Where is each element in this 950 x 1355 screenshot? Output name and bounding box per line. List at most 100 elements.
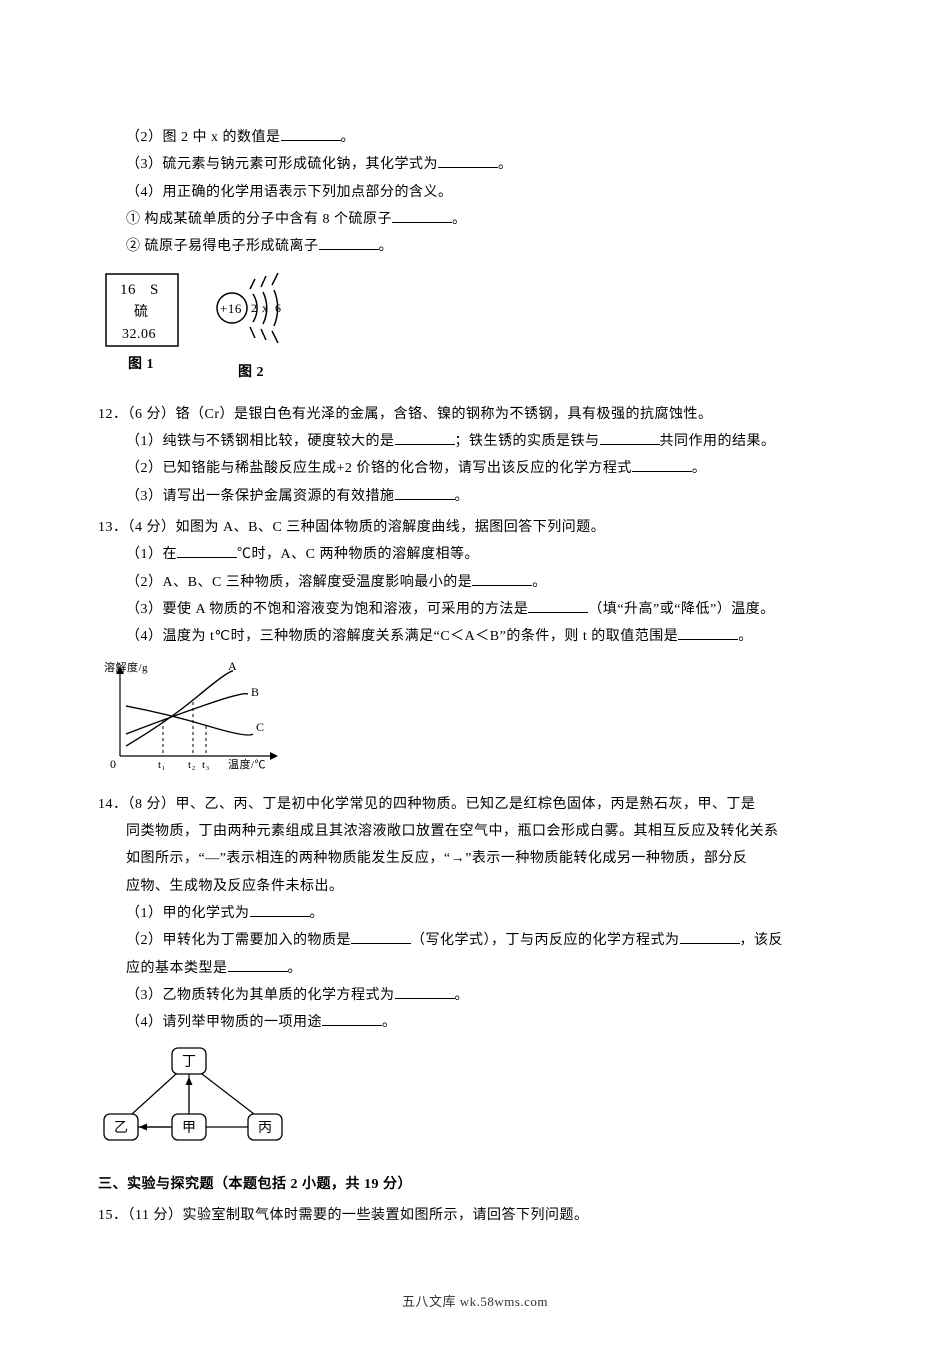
period: 。 xyxy=(452,212,467,227)
q14-sub2d-line: 应的基本类型是。 xyxy=(98,955,852,982)
q14-sub2-blank2[interactable] xyxy=(680,929,740,944)
page-footer: 五八文库 wk.58wms.com xyxy=(98,1289,852,1314)
fig1-mass: 32.06 xyxy=(122,327,156,342)
fig1-name: 硫 xyxy=(134,304,149,320)
section-3-title: 三、实验与探究题（本题包括 2 小题，共 19 分） xyxy=(98,1171,852,1198)
node-bing: 丙 xyxy=(258,1121,273,1136)
q13-t2: t₂ xyxy=(188,759,196,771)
q14-sub4-a: （4）请列举甲物质的一项用途 xyxy=(126,1015,322,1030)
q14-sub2-c: ，该反 xyxy=(740,933,784,948)
fig1-label: 图 1 xyxy=(128,356,154,372)
q14-sub2-blank1[interactable] xyxy=(351,929,411,944)
q11-sub2: （2）图 2 中 x 的数值是 。 xyxy=(98,124,852,151)
q13-figure: 溶解度/g A B C 0 t₁ t₂ t₃ 温度/℃ xyxy=(98,656,852,786)
q13-sub3-b: （填“升高”或“降低”）温度。 xyxy=(588,602,774,617)
period: 。 xyxy=(455,489,470,504)
q12-sub2: （2）已知铬能与稀盐酸反应生成+2 价铬的化合物，请写出该反应的化学方程式。 xyxy=(98,455,852,482)
q13-sub4: （4）温度为 t℃时，三种物质的溶解度关系满足“C＜A＜B”的条件，则 t 的取… xyxy=(98,623,852,650)
q14-sub4-blank[interactable] xyxy=(322,1011,382,1026)
question-11-continued: （2）图 2 中 x 的数值是。 （3）硫元素与钠元素可形成硫化钠，其化学式为。… xyxy=(98,124,852,397)
node-ding: 丁 xyxy=(182,1055,197,1070)
q14-figure: 丁 乙 甲 丙 xyxy=(98,1042,852,1162)
period: 。 xyxy=(379,239,394,254)
q13-labelB: B xyxy=(251,685,260,699)
q12-sub3-blank[interactable] xyxy=(395,484,455,499)
fig2-center: +16 xyxy=(220,301,242,316)
q13-sub1-blank[interactable] xyxy=(177,543,237,558)
q14-sub2: （2）甲转化为丁需要加入的物质是 （写化学式），丁与丙反应的化学方程式为 ，该反 xyxy=(98,927,852,954)
q13-origin: 0 xyxy=(110,757,117,771)
fig1-atomic-number: 16 xyxy=(120,282,136,298)
question-15: 15．（11 分）实验室制取气体时需要的一些装置如图所示，请回答下列问题。 xyxy=(98,1202,852,1229)
q13-sub3-a: （3）要使 A 物质的不饱和溶液变为饱和溶液，可采用的方法是 xyxy=(126,602,528,617)
fig2-shell2: x xyxy=(262,301,269,315)
q13-sub2-a: （2）A、B、C 三种物质，溶解度受温度影响最小的是 xyxy=(126,575,472,590)
q13-sub3-blank[interactable] xyxy=(528,597,588,612)
q11-sub4-2-blank[interactable] xyxy=(319,235,379,250)
q13-sub2-blank[interactable] xyxy=(472,570,532,585)
period: 。 xyxy=(341,130,356,145)
q13-sub1: （1）在 ℃时，A、C 两种物质的溶解度相等。 xyxy=(98,541,852,568)
q12-sub1: （1）纯铁与不锈钢相比较，硬度较大的是；铁生锈的实质是铁与共同作用的结果。 xyxy=(98,428,852,455)
q12-stem: 12．（6 分）铬（Cr）是银白色有光泽的金属，含铬、镍的钢称为不锈钢，具有极强… xyxy=(98,401,852,428)
fig2-shell3: 6 xyxy=(275,301,282,315)
q13-xlabel: 温度/℃ xyxy=(228,757,266,771)
q11-sub3: （3）硫元素与钠元素可形成硫化钠，其化学式为 。 xyxy=(98,151,852,178)
q11-sub2-blank[interactable] xyxy=(281,126,341,141)
q11-sub2-text: （2）图 2 中 x 的数值是 xyxy=(126,130,281,145)
q14-sub1: （1）甲的化学式为 。 xyxy=(98,900,852,927)
period: 。 xyxy=(738,629,753,644)
q11-sub4-1-text: ① 构成某硫单质的分子中含有 8 个硫原子 xyxy=(126,212,392,227)
question-12: 12．（6 分）铬（Cr）是银白色有光泽的金属，含铬、镍的钢称为不锈钢，具有极强… xyxy=(98,401,852,510)
q12-sub3-a: （3）请写出一条保护金属资源的有效措施 xyxy=(126,489,395,504)
period: 。 xyxy=(310,906,325,921)
q14-stem1: 14．（8 分）甲、乙、丙、丁是初中化学常见的四种物质。已知乙是红棕色固体，丙是… xyxy=(98,791,852,818)
node-yi: 乙 xyxy=(114,1120,129,1136)
fig2-shell1: 2 xyxy=(251,301,258,315)
q14-stem3: 如图所示，“—”表示相连的两种物质能发生反应，“→”表示一种物质能转化成另一种物… xyxy=(98,845,852,872)
q13-svg: 溶解度/g A B C 0 t₁ t₂ t₃ 温度/℃ xyxy=(98,656,298,776)
q14-sub3-a: （3）乙物质转化为其单质的化学方程式为 xyxy=(126,988,395,1003)
question-14: 14．（8 分）甲、乙、丙、丁是初中化学常见的四种物质。已知乙是红棕色固体，丙是… xyxy=(98,791,852,1163)
q14-sub2-blank3[interactable] xyxy=(228,956,288,971)
period: 。 xyxy=(455,988,470,1003)
q11-figures: 16 S 硫 32.06 图 1 +16 2 x 6 图 xyxy=(98,266,852,396)
q14-sub1-a: （1）甲的化学式为 xyxy=(126,906,250,921)
period: 。 xyxy=(532,575,547,590)
q12-sub2-a: （2）已知铬能与稀盐酸反应生成+2 价铬的化合物，请写出该反应的化学方程式 xyxy=(126,461,632,476)
q12-sub1-c: 共同作用的结果。 xyxy=(660,434,776,449)
q14-sub2-a: （2）甲转化为丁需要加入的物质是 xyxy=(126,933,351,948)
q11-sub3-blank[interactable] xyxy=(438,153,498,168)
q13-sub1-a: （1）在 xyxy=(126,547,177,562)
q13-sub3: （3）要使 A 物质的不饱和溶液变为饱和溶液，可采用的方法是 （填“升高”或“降低… xyxy=(98,596,852,623)
q11-sub4-2: ② 硫原子易得电子形成硫离子 。 xyxy=(98,233,852,260)
period: 。 xyxy=(382,1015,397,1030)
q14-sub2-b: （写化学式），丁与丙反应的化学方程式为 xyxy=(411,933,680,948)
q12-sub1-a: （1）纯铁与不锈钢相比较，硬度较大的是 xyxy=(126,434,395,449)
q12-sub3: （3）请写出一条保护金属资源的有效措施 。 xyxy=(98,483,852,510)
q14-sub1-blank[interactable] xyxy=(250,902,310,917)
q13-sub1-b: ℃时，A、C 两种物质的溶解度相等。 xyxy=(237,547,479,562)
q11-sub3-text: （3）硫元素与钠元素可形成硫化钠，其化学式为 xyxy=(126,157,438,172)
q14-sub3: （3）乙物质转化为其单质的化学方程式为 。 xyxy=(98,982,852,1009)
period: 。 xyxy=(498,157,513,172)
q11-svg: 16 S 硫 32.06 图 1 +16 2 x 6 图 xyxy=(98,266,318,386)
question-13: 13．（4 分）如图为 A、B、C 三种固体物质的溶解度曲线，据图回答下列问题。… xyxy=(98,514,852,787)
q13-sub4-blank[interactable] xyxy=(678,625,738,640)
node-jia: 甲 xyxy=(182,1121,197,1136)
q14-sub4: （4）请列举甲物质的一项用途 。 xyxy=(98,1009,852,1036)
q12-sub1-blank1[interactable] xyxy=(395,430,455,445)
q12-sub1-blank2[interactable] xyxy=(600,430,660,445)
q11-sub4-1-blank[interactable] xyxy=(392,208,452,223)
q12-sub2-blank[interactable] xyxy=(632,457,692,472)
q14-sub3-blank[interactable] xyxy=(395,983,455,998)
q13-t1: t₁ xyxy=(158,759,166,771)
q13-ylabel: 溶解度/g xyxy=(104,660,148,674)
q11-sub4-2-text: ② 硫原子易得电子形成硫离子 xyxy=(126,239,319,254)
q11-sub4-1: ① 构成某硫单质的分子中含有 8 个硫原子 。 xyxy=(98,206,852,233)
q13-labelC: C xyxy=(256,720,265,734)
q13-stem: 13．（4 分）如图为 A、B、C 三种固体物质的溶解度曲线，据图回答下列问题。 xyxy=(98,514,852,541)
q14-svg: 丁 乙 甲 丙 xyxy=(98,1042,308,1152)
period: 。 xyxy=(288,961,303,976)
q15-stem: 15．（11 分）实验室制取气体时需要的一些装置如图所示，请回答下列问题。 xyxy=(98,1202,852,1229)
